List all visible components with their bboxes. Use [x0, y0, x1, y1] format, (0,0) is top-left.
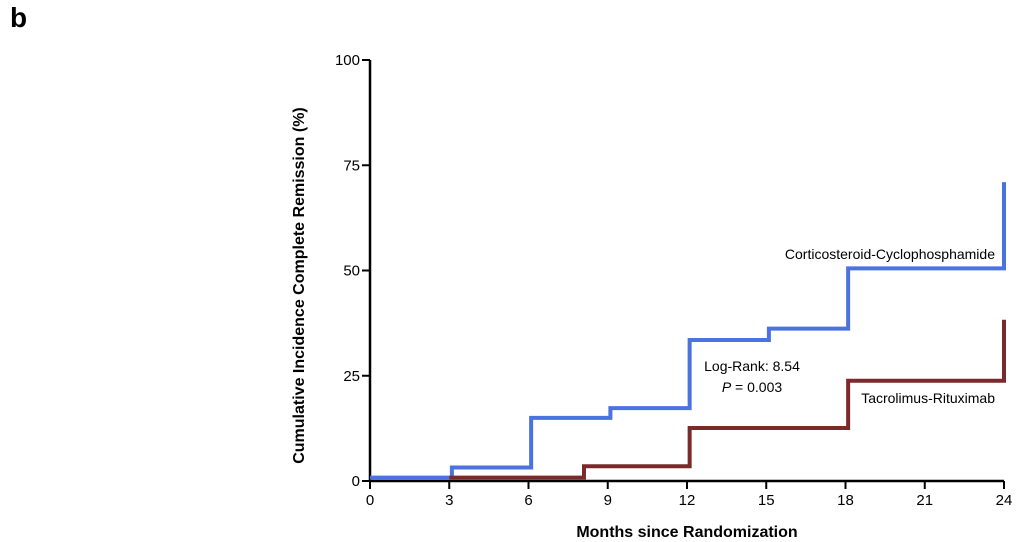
x-tick-label: 12 [679, 492, 696, 509]
series-layer [370, 182, 1006, 480]
y-tick-label: 0 [352, 473, 360, 490]
y-tick-label: 100 [335, 52, 360, 69]
series-label-corticosteroid: Corticosteroid-Cyclophosphamide [785, 246, 995, 262]
x-tick-label: 15 [758, 492, 775, 509]
x-tick-label: 24 [996, 492, 1013, 509]
axes: 0 25 50 75 100 0 3 6 9 12 15 18 21 24 [335, 52, 1012, 509]
p-value-annotation: P = 0.003 [722, 379, 783, 395]
x-tick-label: 21 [916, 492, 933, 509]
series-label-tacrolimus: Tacrolimus-Rituximab [861, 390, 995, 406]
x-tick-label: 0 [366, 492, 374, 509]
x-tick-label: 6 [524, 492, 532, 509]
p-value-symbol: P [722, 379, 732, 395]
x-axis-title: Months since Randomization [576, 524, 797, 541]
log-rank-annotation: Log-Rank: 8.54 [704, 358, 800, 374]
panel-letter: b [10, 2, 28, 33]
series-line-corticosteroid-cyclophosphamide [370, 182, 1006, 480]
y-tick-label: 75 [343, 157, 360, 174]
series-line-tacrolimus-rituximab [449, 319, 1006, 480]
y-tick-label: 25 [343, 368, 360, 385]
y-axis-title: Cumulative Incidence Complete Remission … [291, 107, 308, 464]
x-tick-label: 9 [604, 492, 612, 509]
x-tick-label: 3 [445, 492, 453, 509]
x-tick-label: 18 [837, 492, 854, 509]
p-value-number: = 0.003 [731, 379, 782, 395]
y-tick-label: 50 [343, 263, 360, 280]
